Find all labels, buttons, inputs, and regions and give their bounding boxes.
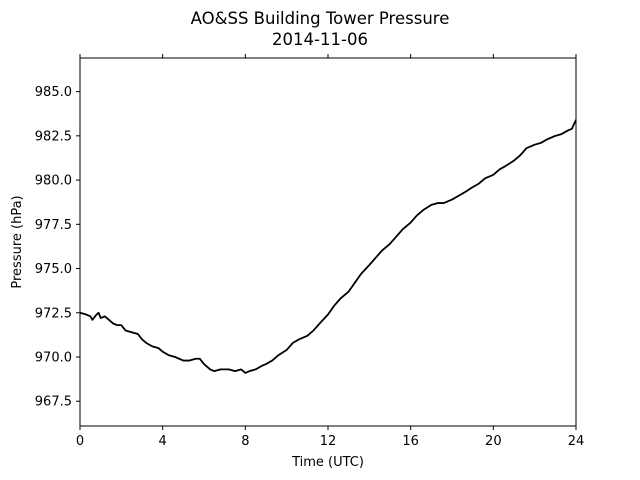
y-tick-label: 972.5 <box>35 306 72 321</box>
y-tick-label: 970.0 <box>35 351 72 366</box>
x-tick-label: 8 <box>241 434 249 449</box>
x-tick-label: 24 <box>568 434 585 449</box>
x-tick-label: 20 <box>485 434 502 449</box>
y-tick-label: 985.0 <box>35 85 72 100</box>
chart-title: AO&SS Building Tower Pressure <box>191 9 450 28</box>
y-tick-label: 980.0 <box>35 174 72 189</box>
pressure-line <box>79 119 577 374</box>
chart-subtitle: 2014-11-06 <box>272 30 368 49</box>
x-tick-label: 4 <box>159 434 167 449</box>
y-tick-label: 977.5 <box>35 218 72 233</box>
y-tick-label: 967.5 <box>35 395 72 410</box>
x-tick-label: 12 <box>320 434 337 449</box>
x-axis-label: Time (UTC) <box>291 455 364 470</box>
x-tick-label: 0 <box>76 434 84 449</box>
y-tick-label: 975.0 <box>35 262 72 277</box>
x-tick-label: 16 <box>402 434 419 449</box>
y-tick-label: 982.5 <box>35 129 72 144</box>
plot-area: 0 4 8 12 16 20 24 967.5 970.0 972.5 975.0 977.5 980.… <box>35 54 584 449</box>
plot-frame <box>79 57 577 427</box>
y-axis-label: Pressure (hPa) <box>10 195 25 288</box>
